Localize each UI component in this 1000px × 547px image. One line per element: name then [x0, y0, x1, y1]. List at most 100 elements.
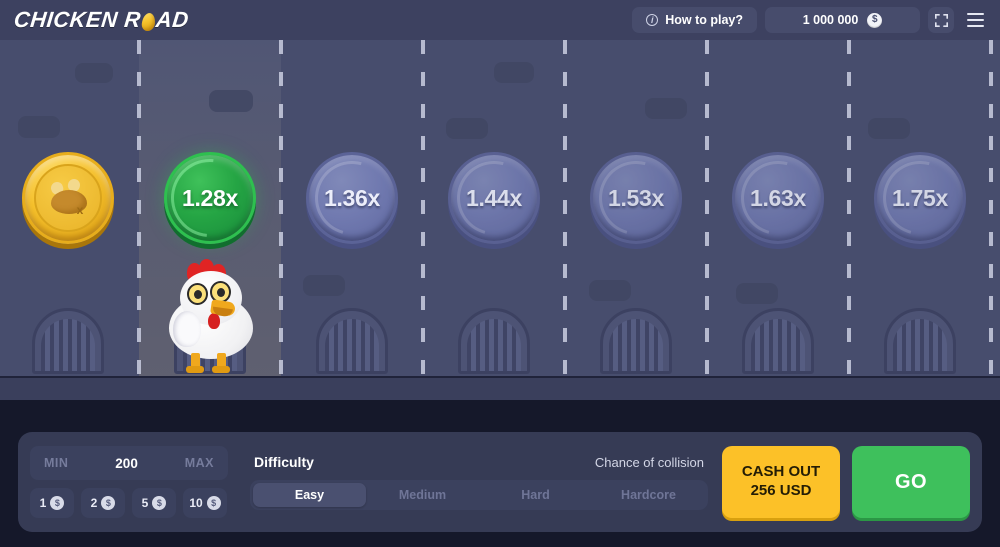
- bet-max-button[interactable]: MAX: [184, 456, 214, 470]
- chicken-character: [155, 253, 265, 373]
- gate-bars: [751, 319, 805, 371]
- quick-bet-label: 1: [39, 496, 47, 510]
- road-patch: [75, 63, 113, 83]
- road-patch: [589, 280, 631, 301]
- quick-bet-label: 2: [90, 496, 98, 510]
- coin-face: [874, 152, 966, 244]
- quick-bet-10[interactable]: 10 $: [183, 488, 227, 518]
- road-patch: [736, 283, 778, 304]
- chicken-foot: [212, 366, 230, 373]
- difficulty-tab-easy[interactable]: Easy: [253, 483, 366, 507]
- hamburger-menu-button[interactable]: [962, 7, 988, 33]
- gate-body: [32, 308, 104, 374]
- gate-body: [742, 308, 814, 374]
- bet-amount-row[interactable]: MIN 200 MAX: [30, 446, 228, 480]
- chicken-wing: [173, 311, 201, 347]
- multiplier-label: 1.28x: [181, 184, 239, 211]
- multiplier-coin-active[interactable]: 1.28x: [155, 143, 265, 253]
- multiplier-coin[interactable]: 1.44x: [443, 147, 545, 249]
- quick-bet-label: 5: [141, 496, 149, 510]
- difficulty-tabs: Easy Medium Hard Hardcore: [250, 480, 708, 510]
- fullscreen-button[interactable]: [928, 7, 954, 33]
- coin-face: [164, 152, 256, 244]
- gate-body: [600, 308, 672, 374]
- fullscreen-icon: [934, 13, 948, 27]
- tunnel-gate: [32, 308, 104, 376]
- coin-face: [732, 152, 824, 244]
- difficulty-tab-hard[interactable]: Hard: [479, 483, 592, 507]
- gate-bars: [41, 319, 95, 371]
- coin-face: [590, 152, 682, 244]
- road-patch: [446, 118, 488, 139]
- quick-bet-label: 10: [189, 496, 203, 510]
- multiplier-coin[interactable]: 1.53x: [585, 147, 687, 249]
- multiplier-coin[interactable]: 1.36x: [301, 147, 403, 249]
- lane-divider: [279, 40, 283, 376]
- hamburger-menu-icon: [966, 12, 984, 15]
- multiplier-label: 1.63x: [749, 184, 807, 211]
- logo-text-part2: AD: [154, 7, 190, 32]
- drumstick-icon: x: [45, 177, 91, 218]
- coin-face: x: [22, 152, 114, 244]
- quick-bet-2[interactable]: 2 $: [81, 488, 125, 518]
- multiplier-label: 1.44x: [465, 184, 523, 211]
- header-actions: i How to play? 1 000 000 $: [632, 7, 1000, 33]
- hamburger-menu-icon: [966, 18, 984, 22]
- chicken-eye: [187, 283, 208, 305]
- app-logo: CHICKEN R AD: [12, 7, 190, 33]
- dollar-coin-icon: $: [867, 12, 883, 28]
- difficulty-tab-hardcore[interactable]: Hardcore: [592, 483, 705, 507]
- tunnel-gate: [742, 308, 814, 376]
- lane-divider: [705, 40, 709, 376]
- chicken-wattle: [208, 313, 220, 329]
- app-header: CHICKEN R AD i How to play? 1 000 000 $: [0, 0, 1000, 40]
- chicken-foot: [186, 366, 204, 373]
- bet-controls: MIN 200 MAX 1 $ 2 $ 5 $ 10 $: [30, 446, 228, 518]
- cash-out-button[interactable]: CASH OUT 256 USD: [722, 446, 840, 518]
- balance-button[interactable]: 1 000 000 $: [765, 7, 920, 33]
- lane-divider: [421, 40, 425, 376]
- coin-face: [306, 152, 398, 244]
- cash-out-line2: 256 USD: [750, 482, 812, 499]
- cash-out-line1: CASH OUT: [741, 463, 821, 481]
- bet-amount-input[interactable]: 200: [115, 455, 138, 471]
- multiplier-coin[interactable]: 1.63x: [727, 147, 829, 249]
- go-button[interactable]: GO: [852, 446, 970, 518]
- multiplier-coin[interactable]: 1.75x: [869, 147, 971, 249]
- road-patch: [868, 118, 910, 139]
- how-to-play-button[interactable]: i How to play?: [632, 7, 757, 33]
- coin-face: [448, 152, 540, 244]
- dollar-coin-icon: $: [206, 496, 221, 510]
- quick-bet-5[interactable]: 5 $: [132, 488, 176, 518]
- logo-text-part1: CHICKEN R: [12, 7, 143, 32]
- bet-min-button[interactable]: MIN: [44, 456, 69, 470]
- tunnel-gate: [458, 308, 530, 376]
- egg-icon: [140, 13, 156, 31]
- balance-value: 1 000 000: [802, 13, 859, 27]
- tunnel-gate: [600, 308, 672, 376]
- gate-bars: [467, 319, 521, 371]
- difficulty-tab-medium[interactable]: Medium: [366, 483, 479, 507]
- road-patch: [209, 90, 253, 112]
- lane-divider: [989, 40, 993, 376]
- drumstick-coin[interactable]: x: [22, 152, 114, 244]
- dollar-coin-icon: $: [152, 496, 167, 510]
- tunnel-gate: [884, 308, 956, 376]
- gate-body: [458, 308, 530, 374]
- road-patch: [645, 98, 687, 119]
- coin-inner: x: [34, 164, 102, 232]
- hamburger-menu-icon: [966, 25, 984, 28]
- road-patch: [494, 62, 534, 83]
- gate-bars: [893, 319, 947, 371]
- info-icon: i: [646, 14, 659, 26]
- lane-divider: [563, 40, 567, 376]
- lane-divider: [847, 40, 851, 376]
- tunnel-gate: [316, 308, 388, 376]
- difficulty-labels: Difficulty Chance of collision: [250, 454, 708, 470]
- how-to-play-label: How to play?: [665, 13, 743, 27]
- quick-bet-1[interactable]: 1 $: [30, 488, 74, 518]
- quick-bet-row: 1 $ 2 $ 5 $ 10 $: [30, 488, 228, 518]
- chicken-leg: [191, 353, 200, 369]
- multiplier-label: 1.75x: [891, 184, 949, 211]
- road-patch: [18, 116, 60, 138]
